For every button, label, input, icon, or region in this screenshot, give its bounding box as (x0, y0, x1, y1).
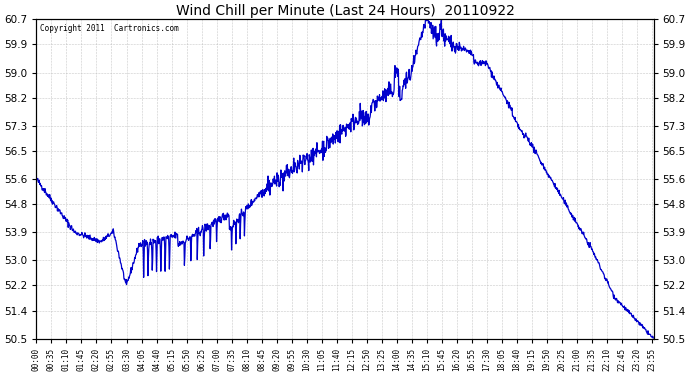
Text: Copyright 2011  Cartronics.com: Copyright 2011 Cartronics.com (39, 24, 178, 33)
Title: Wind Chill per Minute (Last 24 Hours)  20110922: Wind Chill per Minute (Last 24 Hours) 20… (175, 4, 515, 18)
